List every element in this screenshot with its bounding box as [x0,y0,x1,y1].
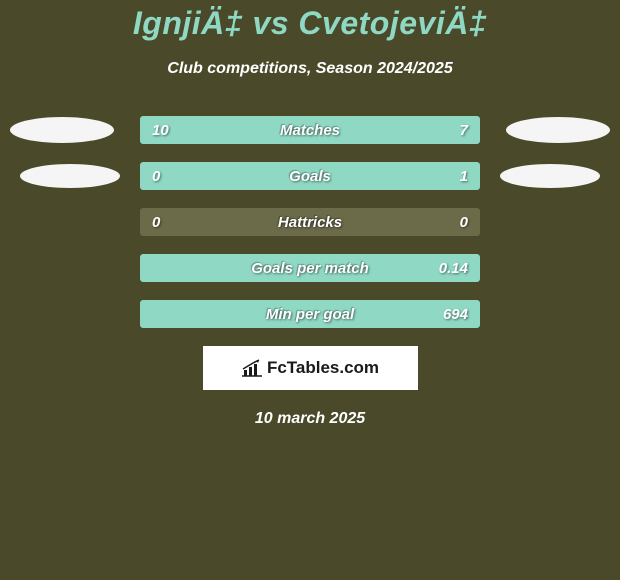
stat-label: Hattricks [278,214,342,231]
stat-label: Matches [280,122,340,139]
stat-row-hattricks: 0 Hattricks 0 [0,208,620,236]
chart-icon [241,359,263,377]
stat-bar: Min per goal 694 [140,300,480,328]
page-subtitle: Club competitions, Season 2024/2025 [167,60,452,78]
logo-text: FcTables.com [267,358,379,378]
stat-label: Goals [289,168,331,185]
stat-bar: Goals per match 0.14 [140,254,480,282]
stat-value-right: 0 [460,214,468,231]
stat-value-right: 7 [460,122,468,139]
player-right-ellipse [500,164,600,188]
stats-area: 10 Matches 7 0 Goals 1 0 Hattricks 0 [0,116,620,328]
stat-row-matches: 10 Matches 7 [0,116,620,144]
bar-fill-left [140,162,201,190]
stat-value-left: 10 [152,122,169,139]
date-text: 10 march 2025 [255,410,365,428]
player-right-ellipse [506,117,610,143]
page-title: IgnjiÄ‡ vs CvetojeviÄ‡ [133,5,487,42]
stat-value-left: 0 [152,168,160,185]
stat-bar: 0 Goals 1 [140,162,480,190]
bar-fill-right [201,162,480,190]
stat-value-right: 0.14 [439,260,468,277]
stat-bar: 10 Matches 7 [140,116,480,144]
stat-label: Min per goal [266,306,354,323]
stat-value-left: 0 [152,214,160,231]
stat-label: Goals per match [251,260,369,277]
stat-value-right: 1 [460,168,468,185]
player-left-ellipse [10,117,114,143]
player-left-ellipse [20,164,120,188]
stat-bar: 0 Hattricks 0 [140,208,480,236]
stat-row-goals: 0 Goals 1 [0,162,620,190]
stat-value-right: 694 [443,306,468,323]
logo-box: FcTables.com [203,346,418,390]
stat-row-goals-per-match: Goals per match 0.14 [0,254,620,282]
stat-row-min-per-goal: Min per goal 694 [0,300,620,328]
